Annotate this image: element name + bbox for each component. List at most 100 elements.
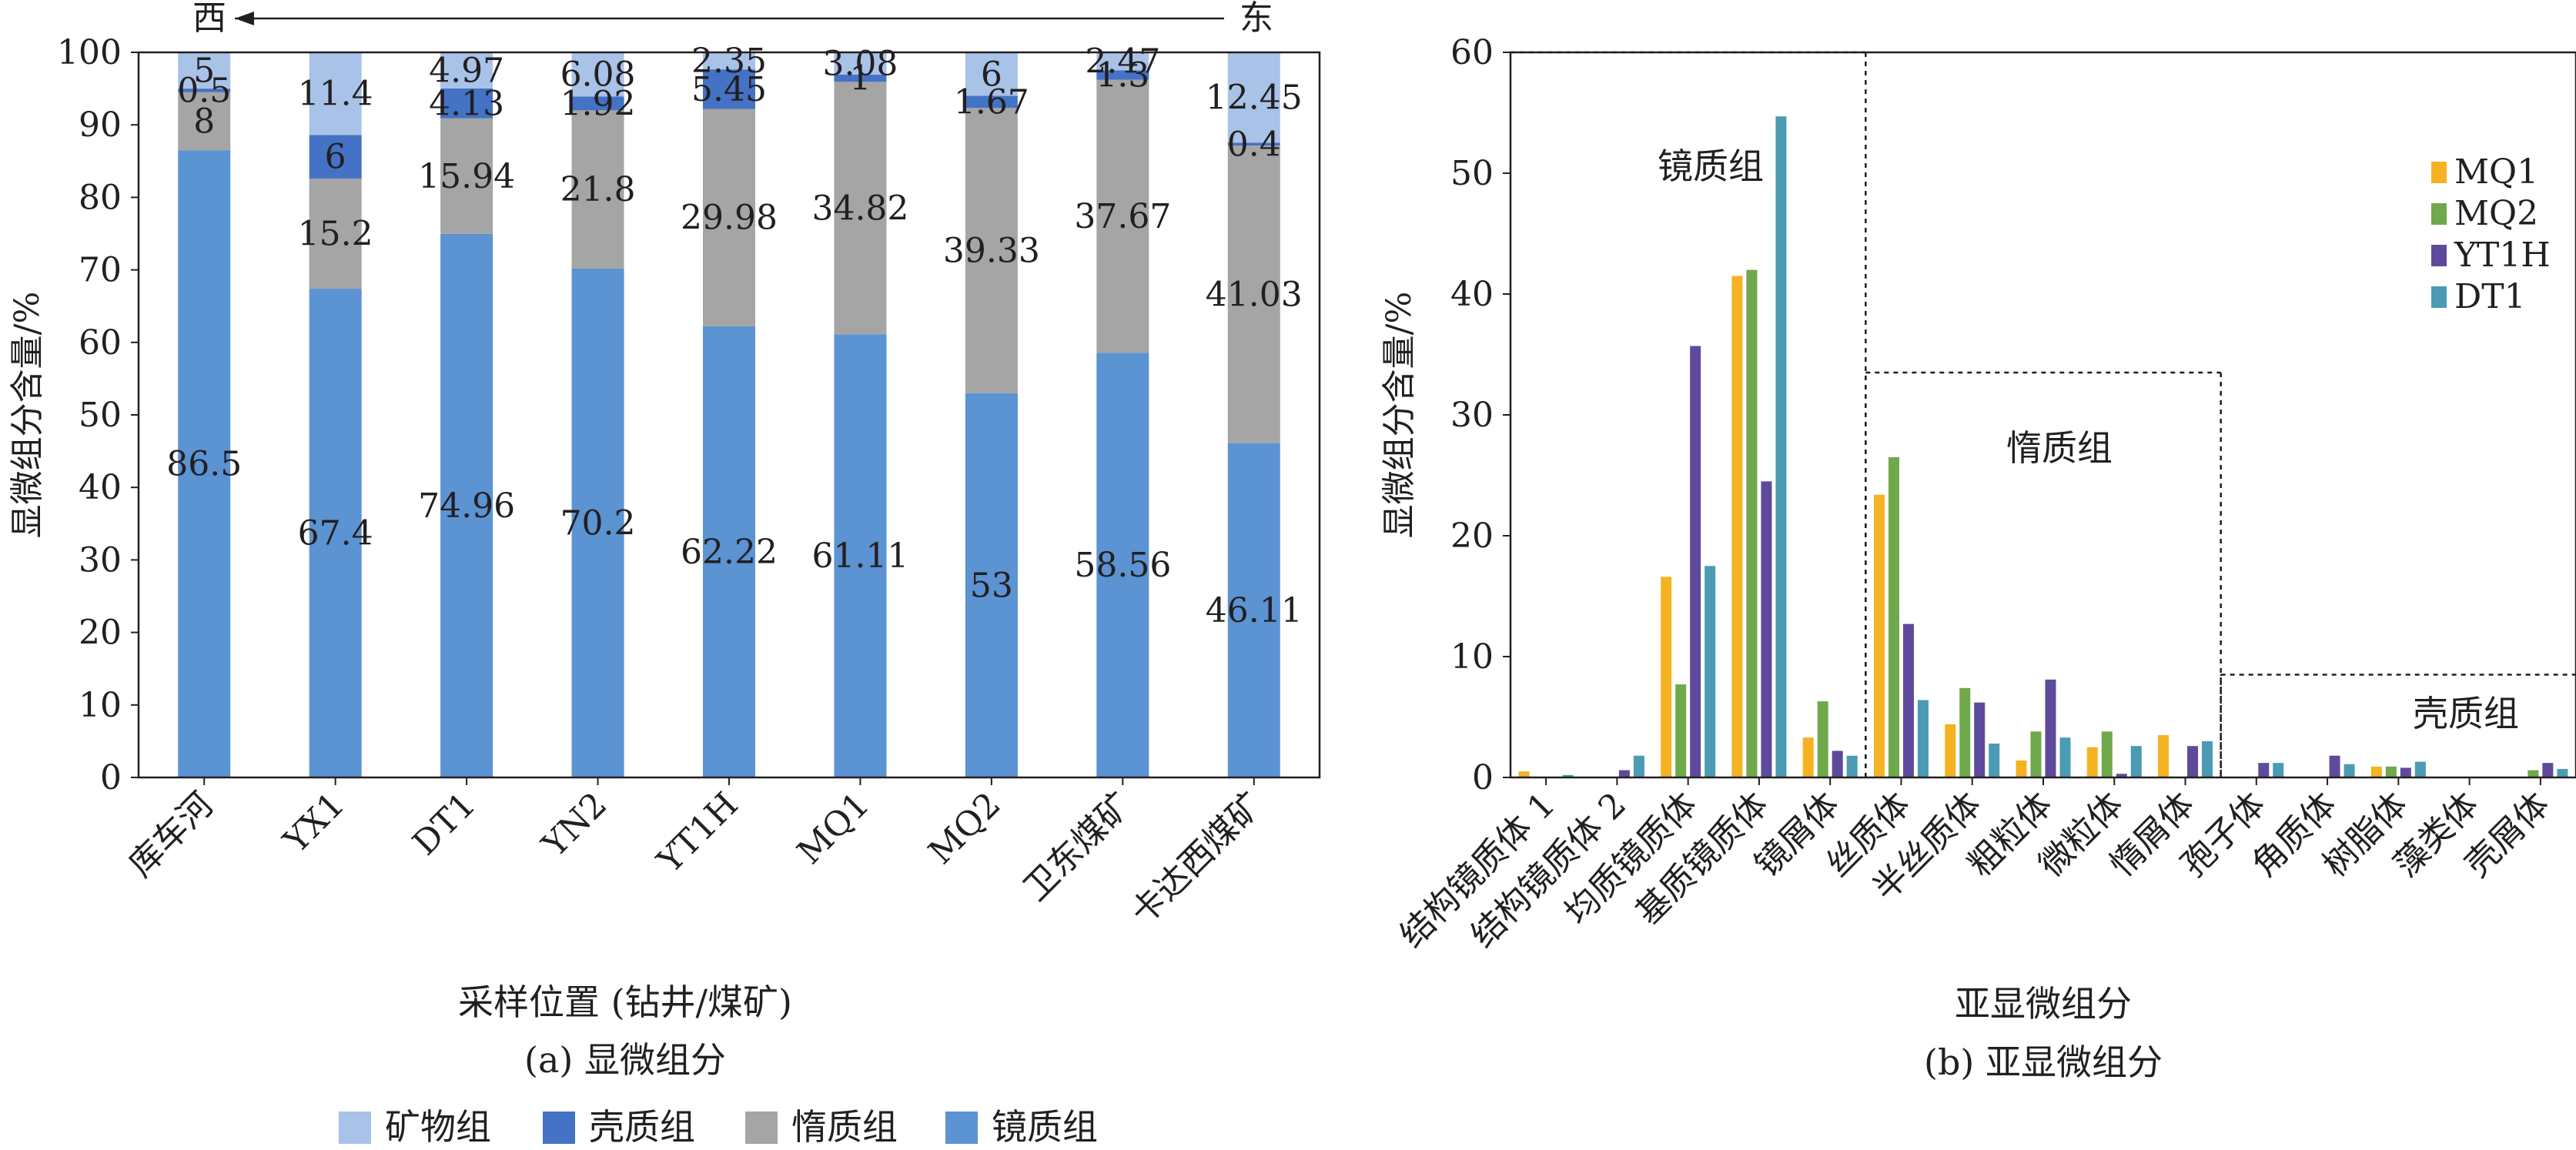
- chart-a-data-label: 67.4: [298, 514, 373, 553]
- chart-a-legend-swatch: [945, 1112, 978, 1144]
- chart-a-y-tick-label: 80: [79, 178, 122, 217]
- chart-a-y-axis-label: 显微组分含量/%: [8, 292, 47, 539]
- chart-b-bar: [2414, 761, 2426, 777]
- chart-b-bar: [2329, 755, 2340, 777]
- chart-a-bar-segment: [571, 110, 624, 269]
- chart-a-bar-segment: [965, 95, 1018, 109]
- chart-b-bar: [1832, 751, 1843, 777]
- chart-b-bar: [1802, 737, 1814, 777]
- chart-a-data-label: 4.97: [429, 51, 504, 90]
- chart-a-west-label: 西: [192, 0, 226, 38]
- chart-b-bar: [2158, 735, 2170, 777]
- chart-a-legend-swatch: [339, 1112, 371, 1144]
- chart-a-bar-segment: [1227, 145, 1280, 443]
- chart-a-bar-segment: [571, 268, 624, 777]
- chart-b-bar: [2273, 763, 2284, 777]
- chart-a-x-tick-label: YN2: [534, 785, 614, 865]
- chart-a-y-tick-label: 10: [79, 686, 122, 725]
- chart-a-data-label: 3.08: [822, 44, 898, 83]
- chart-b-bar: [2527, 770, 2539, 777]
- chart-b-x-axis-label: 亚显微组分: [1955, 983, 2132, 1025]
- chart-a-data-label: 6: [981, 55, 1002, 94]
- chart-b-legend-item: MQ1: [2431, 152, 2538, 192]
- chart-a-data-label: 1.67: [954, 82, 1029, 122]
- chart-a-east-label: 东: [1239, 0, 1273, 38]
- chart-a-bar-segment: [1227, 52, 1280, 143]
- chart-a-legend-item: 壳质组: [543, 1106, 695, 1148]
- chart-a-bar-segment: [1096, 52, 1149, 71]
- chart-b-bar: [1846, 755, 1858, 777]
- chart-a-data-label: 8: [193, 102, 215, 141]
- chart-a-y-tick-label: 90: [79, 105, 122, 145]
- chart-a-bar-segment: [965, 52, 1018, 96]
- chart-a-data-label: 53: [970, 566, 1013, 605]
- chart-a-data-label: 86.5: [166, 445, 242, 484]
- chart-b-bar: [1989, 744, 2000, 777]
- chart-b-caption: (b) 亚显微组分: [1924, 1041, 2163, 1083]
- chart-a-x-axis-label: 采样位置 (钻井/煤矿): [458, 981, 792, 1023]
- chart-a-data-label: 58.56: [1074, 546, 1171, 585]
- chart-a-y-tick-label: 100: [57, 33, 122, 72]
- chart-b-bar: [1761, 481, 1772, 777]
- chart-b-legend-label: MQ1: [2454, 152, 2538, 192]
- chart-a-bar-segment: [178, 89, 231, 92]
- chart-a-data-label: 29.98: [681, 199, 778, 238]
- chart-b-group-label: 壳质组: [2413, 693, 2519, 734]
- chart-b-group-box: [1865, 371, 2222, 777]
- chart-b-group-box: [2220, 674, 2576, 777]
- chart-a-bar-segment: [309, 52, 362, 135]
- chart-b-bar: [2016, 761, 2027, 777]
- chart-b-bar: [2542, 763, 2554, 777]
- chart-b-bar: [1562, 774, 1574, 777]
- chart-b-legend-label: MQ2: [2454, 194, 2538, 233]
- chart-a-data-label: 74.96: [418, 486, 515, 526]
- chart-b-bar: [1746, 269, 1758, 778]
- chart-b-bar: [2116, 774, 2127, 777]
- chart-a-data-label: 21.8: [560, 170, 636, 209]
- chart-a-bar-segment: [178, 92, 231, 151]
- chart-a-bars: [178, 52, 1280, 778]
- chart-a-y-tick-label: 40: [79, 468, 122, 507]
- chart-a-data-label: 15.94: [418, 157, 515, 196]
- chart-b-bar: [2400, 767, 2411, 777]
- chart-b-bar: [2258, 763, 2270, 777]
- chart-a-bar-segment: [1096, 79, 1149, 353]
- chart-b-bar: [2557, 769, 2568, 777]
- chart-a-stacked-bar: 86.5 80.55 67.4 15.2 6 11.4 74.96 15.94 4.134.97…: [8, 0, 1321, 1148]
- chart-a-data-label: 2.35: [691, 42, 767, 81]
- chart-b-legend-label: YT1H: [2454, 236, 2551, 275]
- chart-b-legend-swatch: [2431, 286, 2447, 308]
- chart-a-y-tick-label: 70: [79, 251, 122, 290]
- chart-b-bar: [1705, 566, 1716, 777]
- chart-a-bar-segment: [440, 233, 493, 777]
- chart-b-y-axis-label: 显微组分含量/%: [1380, 292, 1419, 539]
- chart-a-data-label: 0.4: [1227, 125, 1281, 164]
- chart-a-bar-segment: [440, 88, 493, 119]
- chart-a-x-tick-label: 卫东煤矿: [1016, 785, 1140, 909]
- chart-a-bar-segment: [440, 118, 493, 234]
- chart-a-data-label: 1: [849, 59, 871, 99]
- chart-a-legend-label: 惰质组: [791, 1106, 898, 1148]
- chart-b-bar: [1959, 687, 1971, 777]
- chart-a-data-label: 39.33: [943, 231, 1040, 270]
- chart-a-bar-segment: [834, 82, 887, 335]
- chart-a-legend: 矿物组 壳质组 惰质组 镜质组: [339, 1106, 1098, 1148]
- chart-b-bar: [1888, 456, 1899, 777]
- chart-a-data-label: 61.11: [811, 537, 908, 576]
- chart-a-bar-segment: [1227, 142, 1280, 146]
- chart-b-bar: [2130, 746, 2142, 777]
- chart-a-data-label: 11.4: [298, 75, 373, 114]
- chart-b-legend-swatch: [2431, 245, 2447, 266]
- chart-a-bar-segment: [178, 150, 231, 778]
- chart-b-bar: [2030, 731, 2042, 777]
- chart-b-bar: [2059, 737, 2071, 777]
- chart-a-data-labels: 86.5 80.55 67.4 15.2 6 11.4 74.96 15.94 4.134.97…: [166, 42, 1303, 630]
- chart-a-data-label: 6: [325, 138, 346, 177]
- chart-a-bar-segment: [834, 52, 887, 75]
- chart-a-x-tick-label: MQ1: [790, 785, 877, 872]
- chart-a-x-tick-label: 卡达西煤矿: [1123, 785, 1271, 933]
- chart-a-bar-segment: [1227, 443, 1280, 777]
